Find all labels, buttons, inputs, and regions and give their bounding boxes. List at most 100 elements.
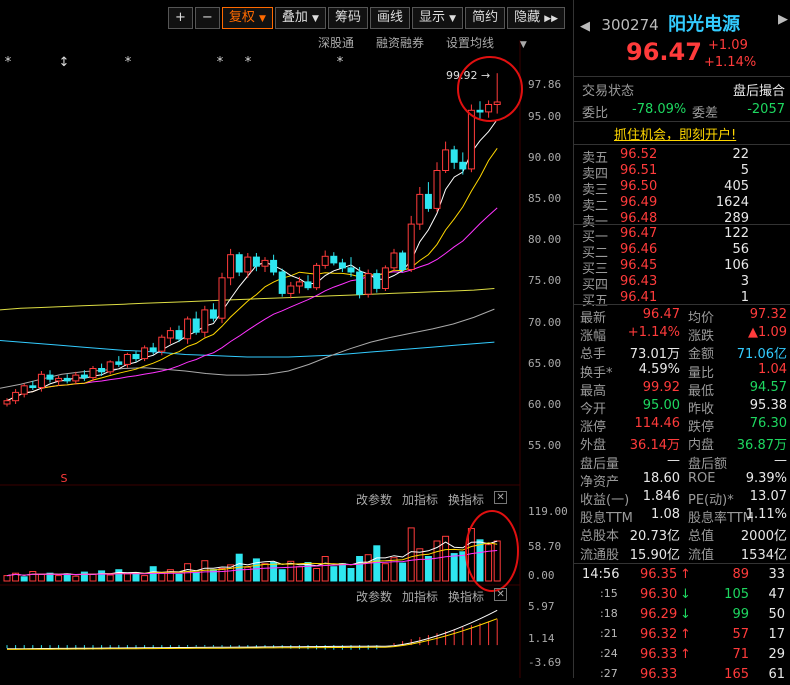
- candle-body[interactable]: [29, 385, 37, 388]
- candle-body[interactable]: [244, 256, 252, 273]
- candle-body[interactable]: [149, 347, 157, 352]
- candle-body[interactable]: [209, 309, 217, 319]
- volume-bar[interactable]: [80, 571, 88, 582]
- volume-bar[interactable]: [304, 562, 312, 582]
- macd-close-icon[interactable]: ✕: [494, 588, 508, 601]
- volume-bar[interactable]: [12, 572, 20, 582]
- candle-body[interactable]: [166, 330, 174, 339]
- volume-bar[interactable]: [287, 560, 295, 582]
- event-marker-icon[interactable]: *: [5, 55, 12, 70]
- candle-body[interactable]: [252, 256, 260, 267]
- volume-switch-indicator-link[interactable]: 换指标: [448, 493, 485, 507]
- volume-bar[interactable]: [89, 573, 97, 582]
- candle-body[interactable]: [459, 161, 467, 170]
- candle-body[interactable]: [98, 368, 106, 373]
- candle-body[interactable]: [381, 267, 389, 289]
- margin-trading-link[interactable]: 融资融券: [376, 36, 425, 50]
- candle-body[interactable]: [261, 259, 269, 267]
- candle-body[interactable]: [158, 336, 166, 352]
- macd-switch-indicator-link[interactable]: 换指标: [448, 590, 485, 604]
- volume-bar[interactable]: [373, 545, 381, 582]
- candle-body[interactable]: [270, 259, 278, 273]
- volume-bar[interactable]: [485, 544, 493, 582]
- candle-body[interactable]: [106, 361, 114, 373]
- zoom-out-button[interactable]: −: [194, 7, 220, 29]
- volume-bar[interactable]: [20, 576, 28, 582]
- display-dropdown[interactable]: 显示 ▼: [412, 7, 464, 29]
- event-marker-icon[interactable]: *: [125, 55, 132, 70]
- tick-row[interactable]: :18 96.29 ↓ 99 50: [574, 607, 790, 625]
- candle-body[interactable]: [364, 273, 372, 295]
- volume-bar[interactable]: [493, 540, 501, 582]
- candle-body[interactable]: [278, 271, 286, 294]
- candle-body[interactable]: [123, 354, 131, 365]
- volume-add-indicator-link[interactable]: 加指标: [402, 493, 439, 507]
- tick-row[interactable]: :15 96.30 ↓ 105 47: [574, 587, 790, 605]
- volume-bar[interactable]: [390, 557, 398, 582]
- candle-body[interactable]: [63, 377, 71, 382]
- candle-body[interactable]: [295, 281, 303, 287]
- tick-row[interactable]: 14:56 96.35 ↑ 89 33: [574, 567, 790, 585]
- order-book-row[interactable]: 卖四 96.51 5: [574, 163, 790, 182]
- candle-body[interactable]: [132, 354, 140, 360]
- candle-body[interactable]: [141, 347, 149, 360]
- open-account-promo[interactable]: 抓住机会，即刻开户!: [614, 128, 737, 143]
- volume-bar[interactable]: [158, 572, 166, 582]
- volume-bar[interactable]: [55, 575, 63, 582]
- candle-body[interactable]: [235, 254, 243, 273]
- candle-body[interactable]: [330, 255, 338, 264]
- tick-row[interactable]: :24 96.33 ↑ 71 29: [574, 647, 790, 665]
- event-marker-icon[interactable]: *: [217, 55, 224, 70]
- candle-body[interactable]: [467, 109, 475, 170]
- volume-bar[interactable]: [123, 573, 131, 582]
- simple-mode-button[interactable]: 简约: [465, 7, 506, 29]
- order-book-row[interactable]: 买三 96.45 106: [574, 258, 790, 277]
- order-book-row[interactable]: 买四 96.43 3: [574, 274, 790, 293]
- candle-body[interactable]: [72, 374, 80, 382]
- kline-chart-svg[interactable]: * ↕ * * * * 99.92 → S: [0, 0, 572, 678]
- order-book-row[interactable]: 买一 96.47 122: [574, 226, 790, 245]
- candle-body[interactable]: [218, 277, 226, 319]
- event-s-marker[interactable]: S: [61, 472, 68, 485]
- volume-bar[interactable]: [175, 573, 183, 582]
- tick-row[interactable]: :27 96.33 165 61: [574, 667, 790, 685]
- candle-body[interactable]: [37, 373, 45, 388]
- volume-bar[interactable]: [37, 573, 45, 582]
- candle-body[interactable]: [3, 400, 11, 405]
- tick-row[interactable]: :21 96.32 ↑ 57 17: [574, 627, 790, 645]
- volume-bar[interactable]: [106, 574, 114, 582]
- volume-bar[interactable]: [29, 571, 37, 582]
- order-book-row[interactable]: 买二 96.46 56: [574, 242, 790, 261]
- candle-body[interactable]: [407, 223, 415, 271]
- volume-bar[interactable]: [270, 562, 278, 582]
- prev-stock-icon[interactable]: ◀: [580, 19, 590, 34]
- draw-lines-button[interactable]: 画线: [369, 7, 410, 29]
- order-book-row[interactable]: 卖三 96.50 405: [574, 179, 790, 198]
- volume-bar[interactable]: [338, 563, 346, 582]
- volume-bar[interactable]: [330, 566, 338, 582]
- volume-bar[interactable]: [244, 566, 252, 582]
- candle-body[interactable]: [416, 193, 424, 225]
- hide-panel-button[interactable]: 隐藏 ▶▶: [507, 7, 566, 29]
- candle-body[interactable]: [424, 193, 432, 209]
- candle-body[interactable]: [287, 285, 295, 294]
- volume-bar[interactable]: [166, 569, 174, 582]
- ma-settings-dropdown[interactable]: 设置均线 ▼: [446, 34, 549, 51]
- candle-body[interactable]: [89, 368, 97, 379]
- volume-close-icon[interactable]: ✕: [494, 491, 508, 504]
- candle-body[interactable]: [338, 262, 346, 269]
- volume-bar[interactable]: [46, 572, 54, 582]
- overlay-dropdown[interactable]: 叠加 ▼: [274, 7, 326, 29]
- volume-bar[interactable]: [416, 548, 424, 582]
- event-marker-icon[interactable]: ↕: [59, 55, 70, 70]
- candle-body[interactable]: [55, 377, 63, 382]
- candle-body[interactable]: [493, 101, 501, 105]
- volume-bar[interactable]: [442, 535, 450, 582]
- candle-body[interactable]: [321, 255, 329, 266]
- volume-bar[interactable]: [476, 539, 484, 582]
- volume-bar[interactable]: [261, 563, 269, 582]
- candle-body[interactable]: [450, 149, 458, 163]
- event-marker-icon[interactable]: *: [337, 55, 344, 70]
- volume-bar[interactable]: [278, 569, 286, 582]
- candle-body[interactable]: [476, 109, 484, 113]
